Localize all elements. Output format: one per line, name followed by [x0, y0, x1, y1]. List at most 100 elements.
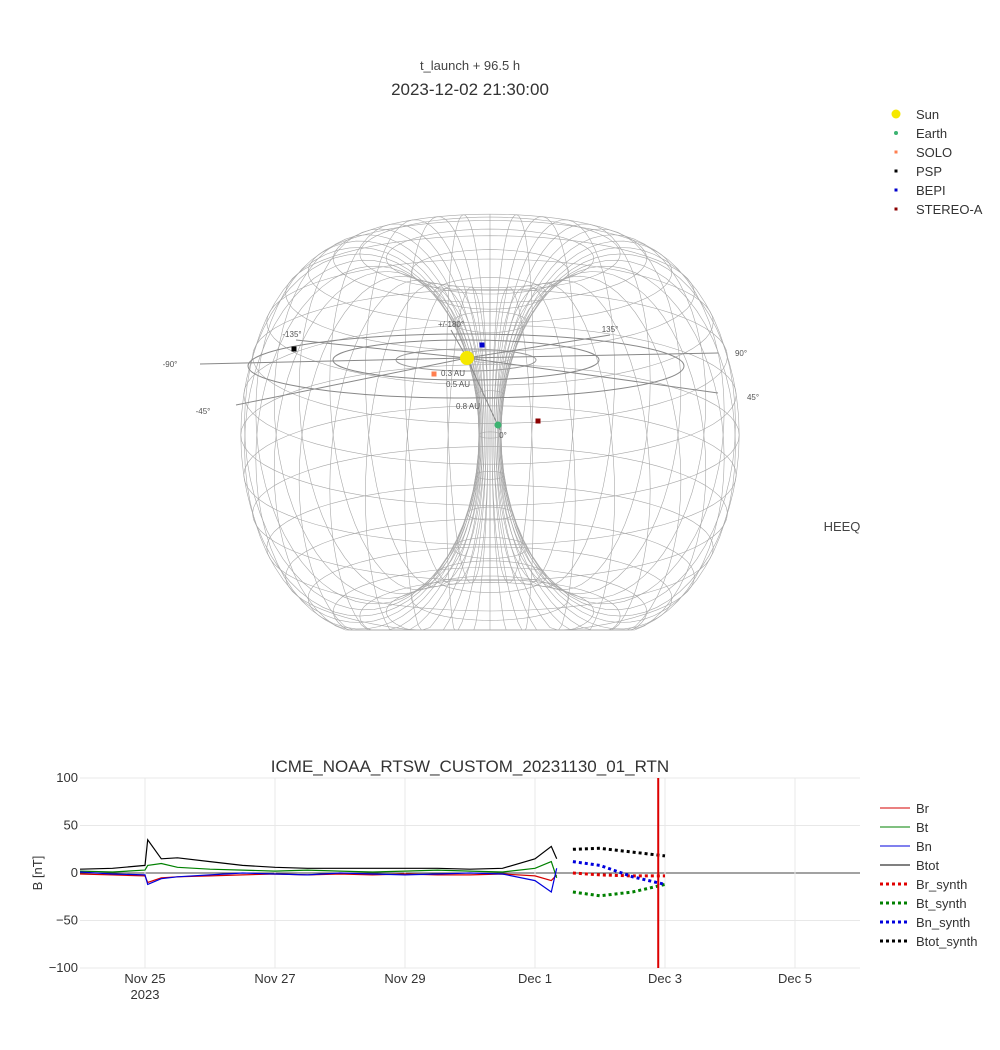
- series-line-bt-synth: [572, 882, 666, 898]
- longitude-spoke: [295, 339, 468, 359]
- mesh-parallel: [475, 471, 505, 480]
- mesh-parallel: [359, 216, 621, 291]
- top-legend-swatch: [894, 188, 898, 192]
- series-line-bn-synth: [572, 860, 666, 886]
- top-legend-label: SOLO: [916, 145, 952, 160]
- series-line-btot: [79, 838, 558, 870]
- psp-marker: [291, 346, 297, 352]
- x-tick-sublabel: 2023: [131, 987, 160, 1002]
- heeq-orbit-rings: [247, 333, 685, 399]
- cme-flux-rope-mesh: [240, 213, 740, 631]
- mesh-parallel: [307, 546, 673, 631]
- top-legend-label: PSP: [916, 164, 942, 179]
- longitude-spokes: [199, 329, 719, 431]
- angle-label-90: 90°: [735, 349, 747, 358]
- chart-legend-label: Btot_synth: [916, 934, 977, 949]
- longitude-spoke: [235, 357, 468, 406]
- chart-legend-label: Bn: [916, 839, 932, 854]
- top-legend-swatch: [891, 109, 901, 119]
- chart-legend-label: Bt: [916, 820, 929, 835]
- top-subtitle: t_launch + 96.5 h: [420, 58, 520, 73]
- top-legend-label: STEREO-A: [916, 202, 983, 217]
- chart-legend-label: Br: [916, 801, 930, 816]
- sun-marker: [460, 351, 474, 365]
- y-tick-label: −50: [56, 913, 78, 928]
- longitude-spoke: [466, 357, 719, 394]
- mesh-parallel: [243, 405, 737, 546]
- x-tick-label: Dec 3: [648, 971, 682, 986]
- y-axis-label: B [nT]: [30, 856, 45, 891]
- mesh-parallel: [285, 235, 695, 352]
- series-line-br: [79, 873, 558, 884]
- series-line-btot-synth: [572, 846, 666, 858]
- chart-legend-label: Br_synth: [916, 877, 967, 892]
- series-line-bn: [79, 868, 558, 894]
- distance-label-0-5au: 0.5 AU: [446, 380, 470, 389]
- top-legend-swatch: [894, 131, 898, 135]
- angle-labels: +/-180° 135° 90° 45° 0° -45° -90° -135° …: [163, 320, 759, 440]
- chart-title: ICME_NOAA_RTSW_CUSTOM_20231130_01_RTN: [271, 757, 669, 776]
- mesh-meridian: [498, 275, 682, 631]
- longitude-spoke: [199, 357, 468, 365]
- mesh-parallel: [332, 213, 647, 303]
- chart-legend-label: Bn_synth: [916, 915, 970, 930]
- longitude-spoke: [466, 334, 611, 359]
- solo-marker: [431, 371, 437, 377]
- mesh-parallel: [411, 249, 569, 295]
- stereo-a-marker: [535, 418, 541, 424]
- angle-label-minus45: -45°: [196, 407, 211, 416]
- angle-label-180: +/-180°: [438, 320, 464, 329]
- y-tick-label: 50: [64, 818, 78, 833]
- x-tick-label: Nov 25: [124, 971, 165, 986]
- angle-label-0: 0°: [499, 431, 507, 440]
- earth-marker: [494, 421, 502, 429]
- angle-label-45: 45°: [747, 393, 759, 402]
- mesh-parallel: [385, 228, 594, 289]
- orbit-ring-outer: [247, 333, 685, 399]
- longitude-spoke: [466, 357, 501, 431]
- distance-label-0-3au: 0.3 AU: [441, 369, 465, 378]
- frame-label: HEEQ: [824, 519, 861, 534]
- y-tick-label: 100: [56, 770, 78, 785]
- chart-legend-label: Bt_synth: [916, 896, 967, 911]
- distance-label-0-8au: 0.8 AU: [456, 402, 480, 411]
- top-legend-swatch: [894, 207, 898, 211]
- top-legend: Sun Earth SOLO PSP BEPI STEREO-A: [891, 107, 983, 217]
- mesh-parallel: [285, 518, 695, 631]
- chart-legend: Br Bt Bn Btot Br_synth Bt_synth Bn_synth Btot_s…: [880, 801, 977, 949]
- mesh-parallel: [411, 575, 569, 621]
- mesh-parallel: [252, 446, 728, 581]
- top-legend-label: BEPI: [916, 183, 946, 198]
- top-legend-label: Earth: [916, 126, 947, 141]
- mesh-parallel: [478, 431, 502, 439]
- mesh-meridian: [446, 214, 489, 584]
- mesh-parallel: [433, 277, 547, 310]
- top-legend-swatch: [894, 169, 898, 173]
- angle-label-135: 135°: [602, 325, 619, 334]
- y-tick-label: −100: [49, 960, 78, 975]
- x-tick-label: Dec 1: [518, 971, 552, 986]
- angle-label-minus90: -90°: [163, 360, 178, 369]
- top-title: 2023-12-02 21:30:00: [391, 80, 549, 99]
- top-legend-swatch: [894, 150, 898, 154]
- y-tick-label: 0: [71, 865, 78, 880]
- mesh-parallel: [243, 324, 737, 465]
- x-tick-label: Dec 5: [778, 971, 812, 986]
- orbit-ring-middle: [332, 339, 600, 381]
- bodies: [291, 342, 541, 429]
- series-line-br-synth: [572, 871, 665, 878]
- top-legend-label: Sun: [916, 107, 939, 122]
- mesh-meridian: [298, 275, 482, 631]
- mesh-meridian: [491, 214, 534, 584]
- series-line-bt: [79, 860, 558, 878]
- mesh-parallel: [266, 484, 714, 612]
- x-tick-label: Nov 29: [384, 971, 425, 986]
- mesh-parallel: [452, 311, 528, 333]
- angle-label-minus135: -135°: [282, 330, 301, 339]
- longitude-spoke: [466, 352, 719, 359]
- chart-legend-label: Btot: [916, 858, 940, 873]
- x-tick-label: Nov 27: [254, 971, 295, 986]
- bepi-marker: [479, 342, 485, 348]
